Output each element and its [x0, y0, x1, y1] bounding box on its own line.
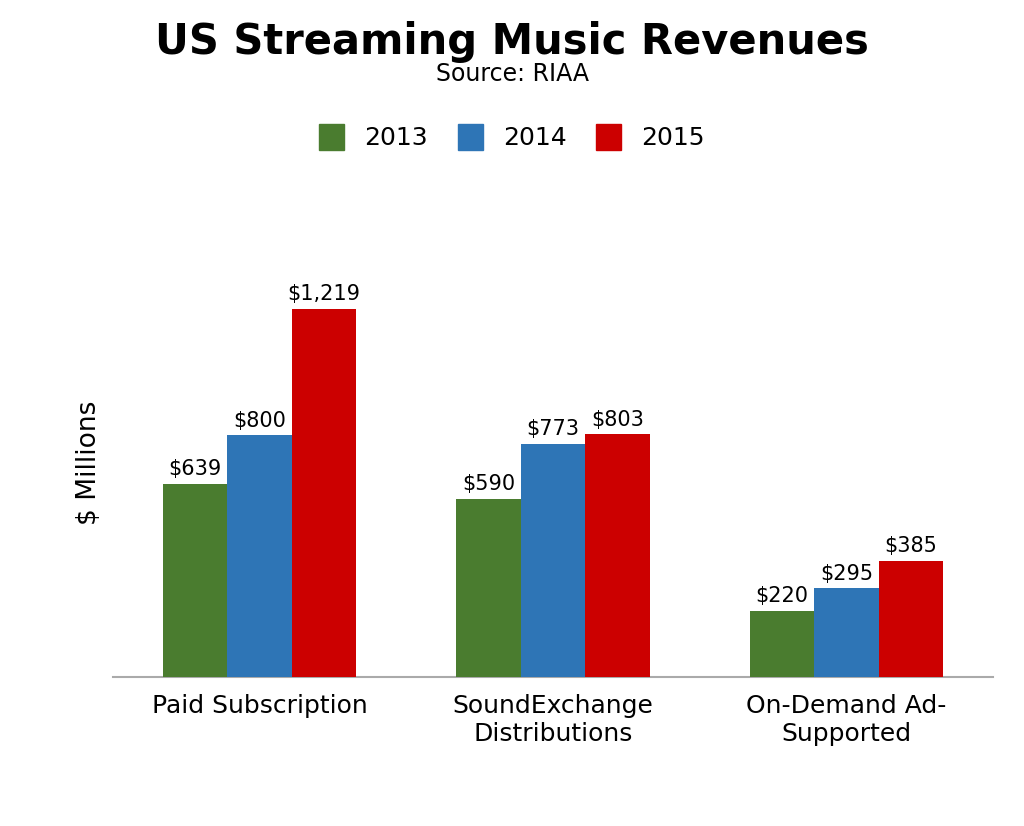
Text: $639: $639: [168, 459, 221, 480]
Text: $800: $800: [233, 411, 286, 431]
Legend: 2013, 2014, 2015: 2013, 2014, 2015: [319, 124, 705, 150]
Text: $220: $220: [756, 586, 808, 606]
Bar: [520, 444, 586, 677]
Text: $1,219: $1,219: [288, 284, 360, 304]
Text: $803: $803: [591, 410, 644, 430]
Text: $773: $773: [526, 419, 580, 439]
Bar: [227, 435, 292, 677]
Bar: [292, 309, 356, 677]
Text: US Streaming Music Revenues: US Streaming Music Revenues: [155, 21, 869, 63]
Bar: [586, 434, 650, 677]
Text: Source: RIAA: Source: RIAA: [435, 62, 589, 86]
Bar: [456, 499, 520, 677]
Bar: [750, 610, 814, 677]
Bar: [163, 484, 227, 677]
Bar: [879, 561, 943, 677]
Text: $590: $590: [462, 474, 515, 494]
Bar: [814, 588, 879, 677]
Text: $385: $385: [885, 536, 938, 557]
Y-axis label: $ Millions: $ Millions: [76, 401, 101, 525]
Text: $295: $295: [820, 563, 873, 583]
